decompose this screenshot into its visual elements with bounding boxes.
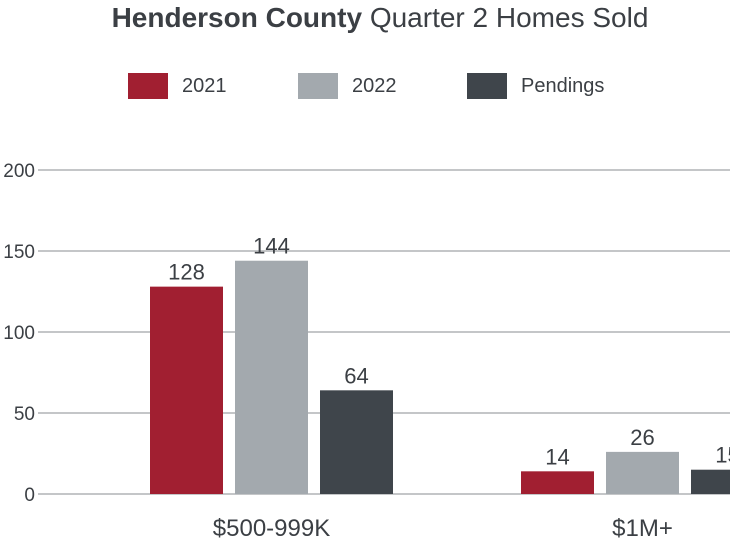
y-tick-label-100: 100 — [3, 323, 35, 344]
legend-label-2022: 2022 — [352, 74, 397, 97]
data-label-pendings-1: 64 — [344, 363, 368, 388]
bar-pendings-2 — [691, 469, 730, 494]
legend-label-2021: 2021 — [182, 74, 227, 97]
category-label-1: $500-999K — [213, 515, 330, 542]
legend-swatch-2021 — [128, 73, 168, 99]
legend-item-pendings: Pendings — [467, 72, 604, 100]
bar-2021-1 — [150, 286, 223, 494]
legend: 2021 2022 Pendings — [0, 72, 730, 102]
data-label-2022-1: 144 — [253, 234, 290, 259]
data-label-2021-2: 14 — [545, 444, 569, 469]
data-label-2021-1: 128 — [168, 260, 205, 285]
data-label-pendings-2: 15 — [715, 443, 730, 468]
y-tick-label-200: 200 — [3, 161, 35, 182]
category-label-2: $1M+ — [612, 515, 673, 542]
legend-item-2021: 2021 — [128, 72, 227, 100]
chart-title-bold: Henderson County — [111, 2, 363, 33]
chart-title-rest: Quarter 2 Homes Sold — [369, 2, 649, 33]
legend-swatch-pendings — [467, 73, 507, 99]
y-tick-label-0: 0 — [24, 485, 35, 506]
legend-item-2022: 2022 — [298, 72, 397, 100]
y-tick-label-50: 50 — [14, 404, 35, 425]
data-label-2022-2: 26 — [630, 425, 654, 450]
legend-label-pendings: Pendings — [521, 74, 605, 97]
bar-2022-1 — [235, 260, 308, 494]
bar-pendings-1 — [320, 390, 393, 494]
bar-2021-2 — [521, 471, 594, 494]
y-tick-label-150: 150 — [3, 242, 35, 263]
chart-title: Henderson County Quarter 2 Homes Sold — [0, 2, 730, 34]
bar-2022-2 — [606, 451, 679, 494]
legend-swatch-2022 — [298, 73, 338, 99]
